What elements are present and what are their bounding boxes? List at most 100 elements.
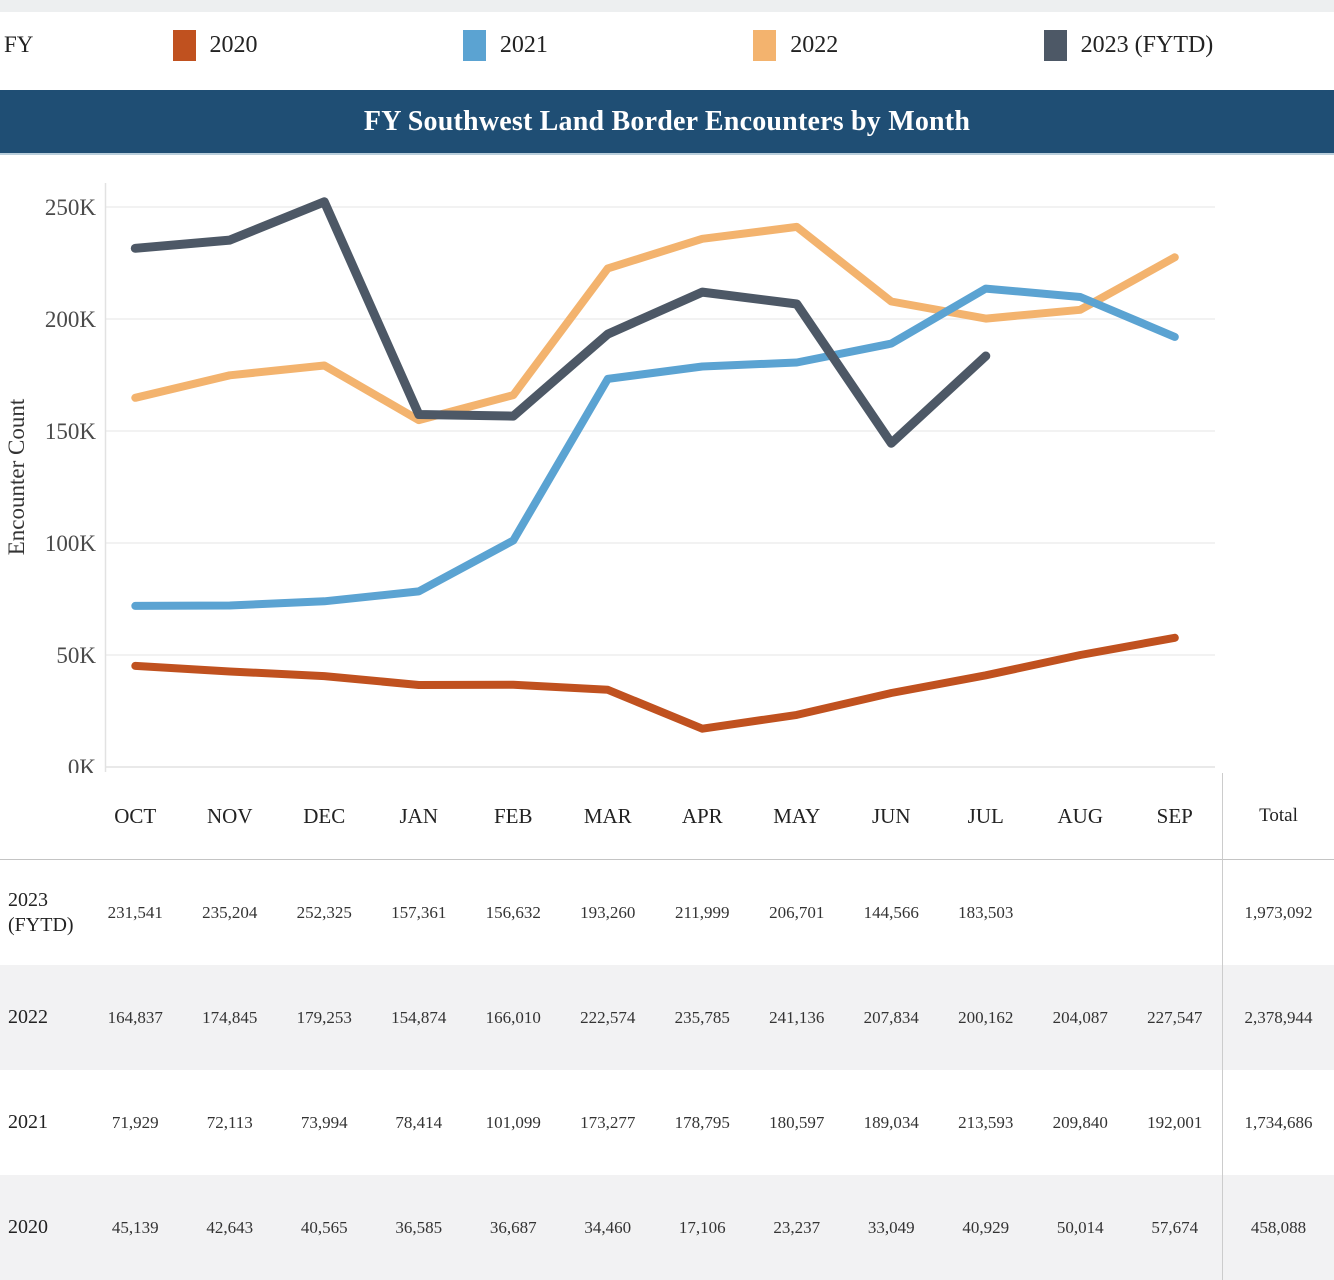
legend-swatch-2020-icon xyxy=(172,29,196,61)
table-cell-2023-dec: 252,325 xyxy=(296,902,352,922)
top-strip xyxy=(0,0,1334,12)
line-chart: 0K 50K 100K 150K 200K 250K Encounter Count xyxy=(0,155,1334,773)
column-header-jun: JUN xyxy=(844,773,939,860)
table-cell-2021-jun: 189,034 xyxy=(863,1112,919,1132)
series-line-2022[interactable] xyxy=(131,222,1179,425)
table-cell-2021-mar: 173,277 xyxy=(580,1112,636,1132)
column-header-oct: OCT xyxy=(88,773,183,860)
table-cell-2021-jul: 213,593 xyxy=(958,1112,1014,1132)
table-cell-2020-may: 23,237 xyxy=(749,1175,844,1280)
legend-label-2021: 2021 xyxy=(499,31,548,58)
legend-label-2020: 2020 xyxy=(209,31,258,58)
y-axis-tick-label: 100K xyxy=(45,531,97,556)
table-cell-2023-oct: 231,541 xyxy=(107,902,163,922)
legend-title: FY xyxy=(4,32,34,57)
table-cell-2020-jan: 36,585 xyxy=(371,1175,466,1280)
table-cell-2021-total: 1,734,686 xyxy=(1222,1070,1334,1175)
series-line-2020[interactable] xyxy=(131,633,1179,733)
table-cell-2021-apr: 178,795 xyxy=(674,1112,730,1132)
table-cell-2020-nov: 42,643 xyxy=(182,1175,277,1280)
column-header-jul: JUL xyxy=(938,773,1033,860)
encounters-table: OCT NOV DEC JAN FEB MAR APR MAY JUN JUL AUG SEP Tota… xyxy=(0,773,1334,1280)
table-cell-2021-aug: 209,840 xyxy=(1052,1112,1108,1132)
table-cell-2023-mar: 193,260 xyxy=(580,902,636,922)
column-header-jan: JAN xyxy=(371,773,466,860)
table-cell-2022-jul: 200,162 xyxy=(938,965,1033,1070)
column-header-aug: AUG xyxy=(1033,773,1128,860)
table-cell-2021-nov: 72,113 xyxy=(206,1112,253,1132)
legend-item-2023[interactable]: 2023 (FYTD) xyxy=(1043,29,1334,61)
table-cell-2022-aug: 204,087 xyxy=(1033,965,1128,1070)
row-label-2022: 2022 xyxy=(0,965,88,1070)
chart-legend: FY 2020 2021 2022 2023 (FYTD) xyxy=(0,12,1334,78)
table-cell-2022-dec: 179,253 xyxy=(277,965,372,1070)
column-header-feb: FEB xyxy=(466,773,561,860)
table-cell-2022-may: 241,136 xyxy=(749,965,844,1070)
legend-swatch-2021-icon xyxy=(462,29,486,61)
table-cell-2023-aug xyxy=(1033,860,1128,965)
legend-item-2020[interactable]: 2020 xyxy=(172,29,463,61)
table-cell-2022-apr: 235,785 xyxy=(655,965,750,1070)
table-cell-2020-mar: 34,460 xyxy=(560,1175,655,1280)
table-cell-2021-may: 180,597 xyxy=(769,1112,825,1132)
legend-item-2021[interactable]: 2021 xyxy=(462,29,753,61)
table-cell-2022-nov: 174,845 xyxy=(182,965,277,1070)
legend-label-2022: 2022 xyxy=(790,31,839,58)
row-label-2023: 2023 (FYTD) xyxy=(8,888,74,936)
table-cell-2020-apr: 17,106 xyxy=(655,1175,750,1280)
column-header-sep: SEP xyxy=(1127,773,1222,860)
y-axis-tick-label: 250K xyxy=(45,195,97,220)
table-cell-2023-nov: 235,204 xyxy=(202,902,258,922)
legend-item-2022[interactable]: 2022 xyxy=(753,29,1043,61)
table-cell-2022-jun: 207,834 xyxy=(844,965,939,1070)
table-cell-2021-oct: 71,929 xyxy=(111,1112,159,1132)
encounters-line-chart: 0K 50K 100K 150K 200K 250K Encounter Count xyxy=(4,183,1215,773)
legend-swatch-2023-icon xyxy=(1043,29,1067,61)
table-cell-2020-jun: 33,049 xyxy=(844,1175,939,1280)
table-cell-2020-total: 458,088 xyxy=(1222,1175,1334,1280)
table-cell-2020-oct: 45,139 xyxy=(88,1175,183,1280)
table-cell-2020-jul: 40,929 xyxy=(938,1175,1033,1280)
y-axis-tick-label: 150K xyxy=(45,419,97,444)
legend-swatch-2022-icon xyxy=(753,29,777,61)
table-cell-2023-jul: 183,503 xyxy=(958,902,1014,922)
table-cell-2022-mar: 222,574 xyxy=(560,965,655,1070)
series-line-2021[interactable] xyxy=(131,284,1179,610)
column-header-may: MAY xyxy=(749,773,844,860)
chart-title-bar: FY Southwest Land Border Encounters by M… xyxy=(0,90,1334,155)
table-cell-2022-jan: 154,874 xyxy=(371,965,466,1070)
table-cell-2021-jan: 78,414 xyxy=(395,1112,443,1132)
column-header-mar: MAR xyxy=(560,773,655,860)
table-cell-2022-feb: 166,010 xyxy=(466,965,561,1070)
table-cell-2020-dec: 40,565 xyxy=(277,1175,372,1280)
row-label-2021: 2021 xyxy=(8,1111,48,1133)
column-header-apr: APR xyxy=(655,773,750,860)
table-cell-2023-total: 1,973,092 xyxy=(1222,860,1334,965)
series-line-2023[interactable] xyxy=(130,197,991,448)
table-cell-2021-dec: 73,994 xyxy=(300,1112,348,1132)
table-cell-2023-jan: 157,361 xyxy=(391,902,447,922)
y-axis-tick-label: 50K xyxy=(56,643,96,668)
table-cell-2020-sep: 57,674 xyxy=(1127,1175,1222,1280)
y-axis-tick-label: 0K xyxy=(68,755,97,773)
table-cell-2023-may: 206,701 xyxy=(769,902,825,922)
column-header-nov: NOV xyxy=(182,773,277,860)
table-cell-2023-jun: 144,566 xyxy=(863,902,919,922)
table-cell-2023-apr: 211,999 xyxy=(674,902,730,922)
table-cell-2023-sep xyxy=(1128,860,1223,965)
column-header-total: Total xyxy=(1222,773,1334,860)
table-cell-2021-sep: 192,001 xyxy=(1147,1112,1203,1132)
table-cell-2020-aug: 50,014 xyxy=(1033,1175,1128,1280)
table-cell-2022-total: 2,378,944 xyxy=(1222,965,1334,1070)
table-cell-2023-feb: 156,632 xyxy=(485,902,541,922)
column-header-dec: DEC xyxy=(277,773,372,860)
row-label-2020: 2020 xyxy=(0,1175,88,1280)
table-cell-2021-feb: 101,099 xyxy=(485,1112,541,1132)
y-axis-title: Encounter Count xyxy=(4,398,29,555)
table-cell-2022-sep: 227,547 xyxy=(1127,965,1222,1070)
chart-title: FY Southwest Land Border Encounters by M… xyxy=(363,105,971,137)
table-corner-cell xyxy=(0,773,88,860)
table-cell-2020-feb: 36,687 xyxy=(466,1175,561,1280)
table-cell-2022-oct: 164,837 xyxy=(88,965,183,1070)
